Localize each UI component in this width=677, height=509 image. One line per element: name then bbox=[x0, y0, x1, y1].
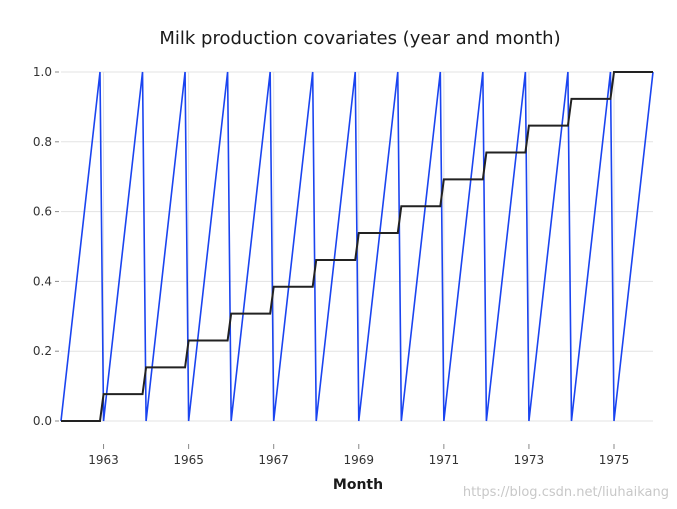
y-axis-ticks: 0.0 0.2 0.4 0.6 0.8 1.0 bbox=[33, 65, 59, 428]
x-axis-ticks: 1963 1965 1967 1969 1971 1973 1975 bbox=[88, 444, 629, 467]
chart-title: Milk production covariates (year and mon… bbox=[159, 28, 560, 49]
y-tick-label: 0.4 bbox=[33, 274, 52, 288]
y-tick-label: 1.0 bbox=[33, 65, 52, 79]
year-series-line bbox=[61, 71, 653, 422]
x-tick-label: 1975 bbox=[599, 453, 630, 467]
x-tick-label: 1973 bbox=[514, 453, 545, 467]
y-tick-label: 0.2 bbox=[33, 344, 52, 358]
y-tick-label: 0.0 bbox=[33, 414, 52, 428]
series-lines bbox=[60, 71, 654, 422]
x-tick-label: 1965 bbox=[173, 453, 204, 467]
y-tick-label: 0.6 bbox=[33, 205, 52, 219]
x-tick-label: 1971 bbox=[429, 453, 460, 467]
x-axis-label: Month bbox=[333, 477, 383, 493]
watermark: https://blog.csdn.net/liuhaikang bbox=[463, 485, 669, 500]
y-tick-label: 0.8 bbox=[33, 135, 52, 149]
x-tick-label: 1969 bbox=[343, 453, 374, 467]
x-tick-label: 1963 bbox=[88, 453, 119, 467]
x-tick-label: 1967 bbox=[258, 453, 289, 467]
